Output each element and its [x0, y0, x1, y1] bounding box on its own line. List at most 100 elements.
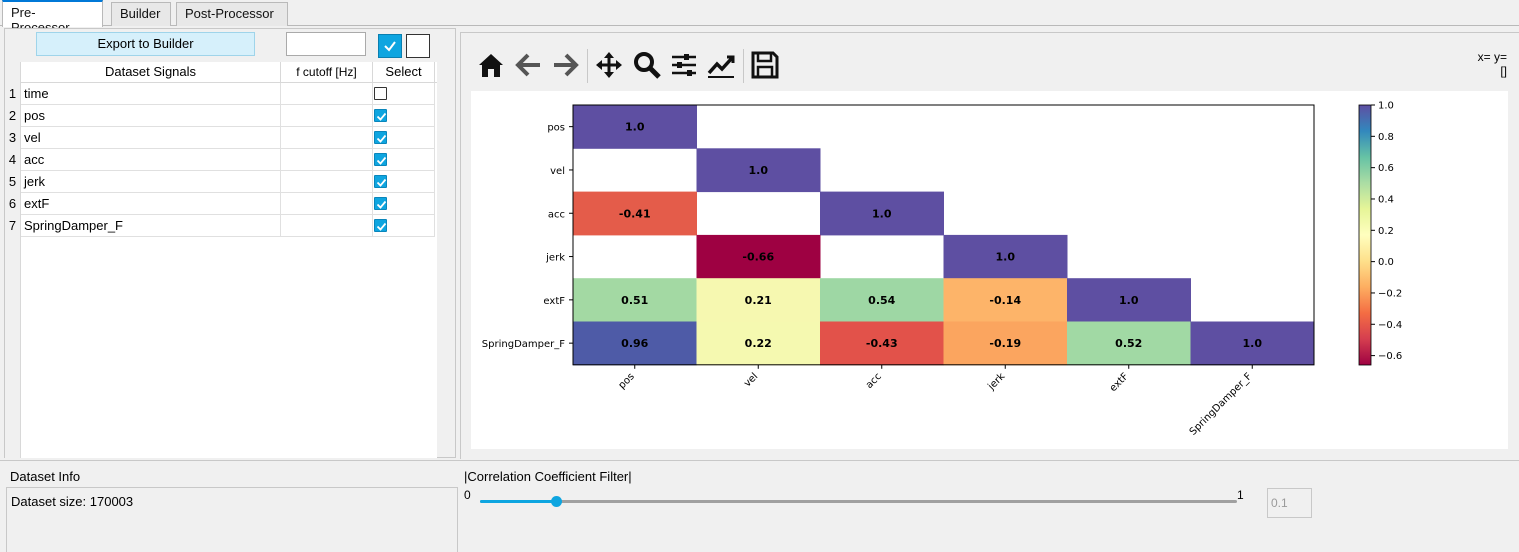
row-number[interactable]: 1	[5, 83, 21, 105]
cutoff-cell[interactable]	[281, 193, 373, 215]
correlation-slider[interactable]	[480, 496, 1237, 507]
heatmap-cell	[696, 278, 821, 322]
cutoff-cell[interactable]	[281, 105, 373, 127]
heatmap-cell	[1067, 278, 1191, 322]
cell-value-label: 0.96	[621, 337, 648, 350]
cutoff-frequency-input[interactable]	[286, 32, 366, 56]
row-number[interactable]: 5	[5, 171, 21, 193]
y-tick-label: acc	[548, 209, 565, 220]
column-header-cutoff[interactable]: f cutoff [Hz]	[281, 62, 373, 83]
dataset-info-title: Dataset Info	[10, 469, 81, 484]
heatmap-frame	[572, 104, 1315, 366]
slider-max-label: 1	[1237, 488, 1244, 502]
select-cell	[373, 171, 435, 193]
select-all-button[interactable]	[378, 34, 402, 58]
colorbar-tick-label: −0.4	[1378, 320, 1402, 331]
row-number[interactable]: 6	[5, 193, 21, 215]
colorbar-tick-label: 0.6	[1378, 163, 1394, 174]
row-number[interactable]: 4	[5, 149, 21, 171]
check-icon	[376, 222, 387, 231]
edit-axis-line-icon[interactable]	[705, 49, 737, 81]
plot-canvas[interactable]: 1.0 1.0 -0.41 1.0 -0.66 1.0 0.51 0.21 0.54 -0.14 1…	[471, 91, 1508, 449]
deselect-all-button[interactable]	[406, 34, 430, 58]
x-tick-label: extF	[1108, 371, 1131, 394]
correlation-heatmap: 1.0 1.0 -0.41 1.0 -0.66 1.0 0.51 0.21 0.54 -0.14 1…	[482, 101, 1403, 438]
column-header-signals[interactable]: Dataset Signals	[21, 62, 281, 83]
tab-post-processor[interactable]: Post-Processor	[176, 2, 288, 26]
cutoff-cell[interactable]	[281, 83, 373, 105]
cell-value-label: 1.0	[996, 251, 1016, 264]
heatmap-cell	[943, 234, 1068, 279]
configure-subplots-icon[interactable]	[668, 49, 700, 81]
select-cell	[373, 193, 435, 215]
y-tick-label: extF	[543, 296, 565, 307]
cell-value-label: 1.0	[749, 164, 769, 177]
cell-value-label: 0.22	[745, 337, 772, 350]
select-checkbox[interactable]	[374, 131, 387, 144]
slider-min-label: 0	[464, 488, 471, 502]
row-number[interactable]: 2	[5, 105, 21, 127]
plot-panel: x= y= [] 1.0 1.0 -0.41 1.0 -0.66 1.0 0.51 0.21 0…	[460, 32, 1519, 459]
select-checkbox[interactable]	[374, 197, 387, 210]
tab-builder[interactable]: Builder	[111, 2, 171, 26]
table-row[interactable]: 6 extF	[5, 193, 435, 215]
row-number[interactable]: 3	[5, 127, 21, 149]
table-row[interactable]: 1 time	[5, 83, 435, 105]
signal-name-cell[interactable]: acc	[21, 149, 281, 171]
heatmap-cell	[943, 321, 1068, 366]
cell-value-label: 1.0	[1119, 294, 1139, 307]
check-icon	[376, 178, 387, 187]
signal-name-cell[interactable]: vel	[21, 127, 281, 149]
table-row[interactable]: 5 jerk	[5, 171, 435, 193]
slider-thumb[interactable]	[550, 496, 562, 507]
home-icon[interactable]	[475, 49, 507, 81]
cutoff-cell[interactable]	[281, 149, 373, 171]
heatmap-cell	[1190, 321, 1315, 366]
signal-name-cell[interactable]: extF	[21, 193, 281, 215]
cutoff-cell[interactable]	[281, 171, 373, 193]
signal-name-cell[interactable]: pos	[21, 105, 281, 127]
check-icon	[376, 112, 387, 121]
table-row[interactable]: 4 acc	[5, 149, 435, 171]
export-to-builder-button[interactable]: Export to Builder	[36, 32, 255, 56]
select-checkbox[interactable]	[374, 153, 387, 166]
table-row[interactable]: 2 pos	[5, 105, 435, 127]
select-checkbox[interactable]	[374, 87, 387, 100]
table-row[interactable]: 3 vel	[5, 127, 435, 149]
select-checkbox[interactable]	[374, 219, 387, 232]
heatmap-cell	[820, 278, 944, 322]
row-number[interactable]: 7	[5, 215, 21, 237]
zoom-magnifier-icon[interactable]	[631, 49, 663, 81]
cutoff-cell[interactable]	[281, 215, 373, 237]
save-floppy-icon[interactable]	[749, 49, 781, 81]
threshold-input[interactable]: 0.1	[1267, 488, 1312, 518]
forward-arrow-icon[interactable]	[549, 49, 581, 81]
select-checkbox[interactable]	[374, 175, 387, 188]
heatmap-cell	[696, 148, 821, 193]
cutoff-cell[interactable]	[281, 127, 373, 149]
toolbar-separator	[743, 49, 744, 83]
cell-value-label: -0.19	[989, 337, 1021, 350]
table-corner[interactable]	[5, 62, 21, 83]
tab-pre-processor[interactable]: Pre-Processor	[2, 0, 103, 35]
cell-value-label: 1.0	[1243, 337, 1263, 350]
y-tick-label: pos	[547, 123, 565, 134]
x-tick-label: jerk	[986, 371, 1008, 393]
cell-value-label: 0.54	[868, 294, 895, 307]
x-tick-label: pos	[617, 371, 637, 391]
signal-name-cell[interactable]: jerk	[21, 171, 281, 193]
column-header-select[interactable]: Select	[373, 62, 435, 83]
signal-name-cell[interactable]: time	[21, 83, 281, 105]
heatmap-cell	[696, 234, 821, 279]
select-checkbox[interactable]	[374, 109, 387, 122]
back-arrow-icon[interactable]	[513, 49, 545, 81]
heatmap-cell	[943, 278, 1068, 322]
table-row[interactable]: 7 SpringDamper_F	[5, 215, 435, 237]
bottom-panel: Dataset Info Dataset size: 170003 |Corre…	[0, 460, 1519, 552]
signal-name-cell[interactable]: SpringDamper_F	[21, 215, 281, 237]
x-tick-label: acc	[864, 371, 884, 391]
heatmap-cell	[1067, 321, 1191, 366]
check-icon	[376, 134, 387, 143]
tab-post-processor-label: Post-Processor	[185, 6, 274, 21]
pan-move-icon[interactable]	[593, 49, 625, 81]
